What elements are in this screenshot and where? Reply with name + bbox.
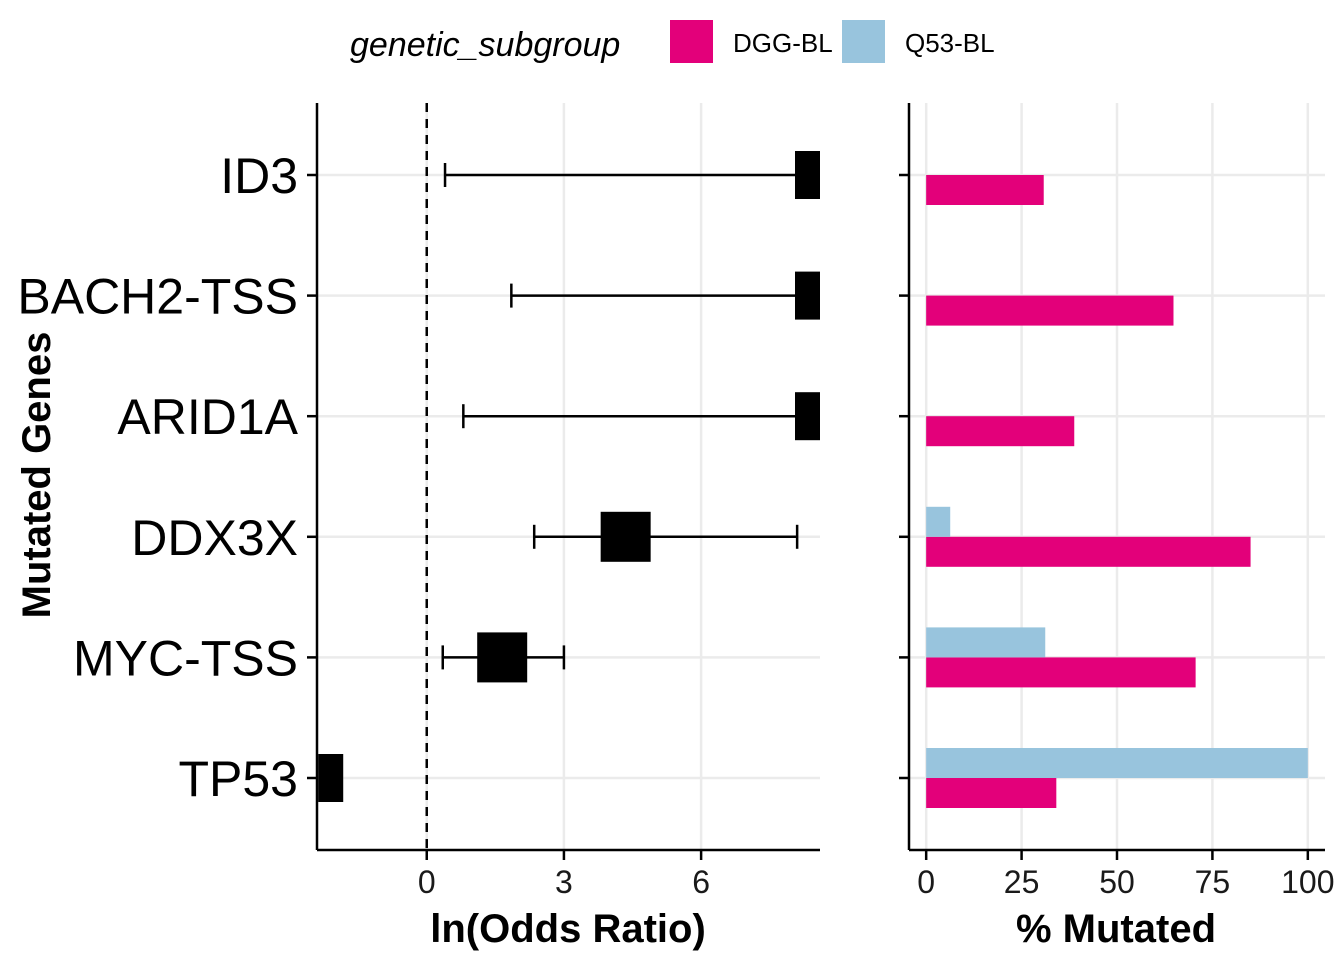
forest-x-tick-label: 3 — [555, 864, 573, 900]
gene-label-tp53: TP53 — [178, 751, 298, 807]
legend-label-dgg-bl: DGG-BL — [733, 28, 833, 58]
bar-x-tick-label: 0 — [917, 864, 935, 900]
bar-x-tick-label: 50 — [1099, 864, 1135, 900]
bar-dgg-bl-id3 — [926, 175, 1044, 205]
estimate-box-ddx3x — [600, 511, 651, 562]
estimate-box-tp53 — [318, 754, 344, 802]
bar-q53-bl-ddx3x — [926, 506, 951, 537]
estimate-box-bach2-tss — [795, 271, 820, 320]
estimate-box-myc-tss — [477, 632, 528, 683]
forest-x-axis-title: ln(Odds Ratio) — [430, 907, 706, 951]
legend-swatch-q53-bl — [842, 20, 885, 63]
bar-dgg-bl-myc-tss — [926, 657, 1196, 688]
estimate-box-arid1a — [795, 392, 820, 441]
bar-x-tick-label: 75 — [1195, 864, 1231, 900]
forest-x-tick-label: 0 — [418, 864, 436, 900]
estimate-box-id3 — [795, 151, 820, 199]
bar-x-tick-label: 25 — [1004, 864, 1040, 900]
legend-swatch-dgg-bl — [670, 20, 713, 63]
bar-dgg-bl-bach2-tss — [926, 295, 1174, 326]
bar-q53-bl-myc-tss — [926, 627, 1046, 658]
y-axis-title: Mutated Genes — [15, 332, 59, 619]
bar-panel: 0 25 50 75 100 % Mutated — [899, 103, 1335, 951]
bar-q53-bl-tp53 — [926, 748, 1308, 778]
bar-x-axis-title: % Mutated — [1016, 907, 1216, 951]
bar-x-tick-label: 100 — [1281, 864, 1334, 900]
legend-title: genetic_subgroup — [350, 26, 620, 64]
bar-dgg-bl-ddx3x — [926, 536, 1251, 567]
forest-panel: 0 3 6 ln(Odds Ratio) — [307, 103, 820, 951]
gene-label-myc-tss: MYC-TSS — [73, 630, 298, 686]
gene-label-arid1a: ARID1A — [117, 389, 298, 445]
legend: genetic_subgroup DGG-BL Q53-BL — [350, 20, 995, 64]
bar-dgg-bl-tp53 — [926, 778, 1057, 808]
gene-label-bach2-tss: BACH2-TSS — [17, 269, 298, 325]
gene-labels: ID3 BACH2-TSS ARID1A DDX3X MYC-TSS TP53 — [17, 148, 298, 807]
forest-x-tick-label: 6 — [692, 864, 710, 900]
legend-label-q53-bl: Q53-BL — [905, 28, 995, 58]
bar-dgg-bl-arid1a — [926, 416, 1075, 447]
gene-label-ddx3x: DDX3X — [131, 510, 298, 566]
gene-label-id3: ID3 — [220, 148, 298, 204]
